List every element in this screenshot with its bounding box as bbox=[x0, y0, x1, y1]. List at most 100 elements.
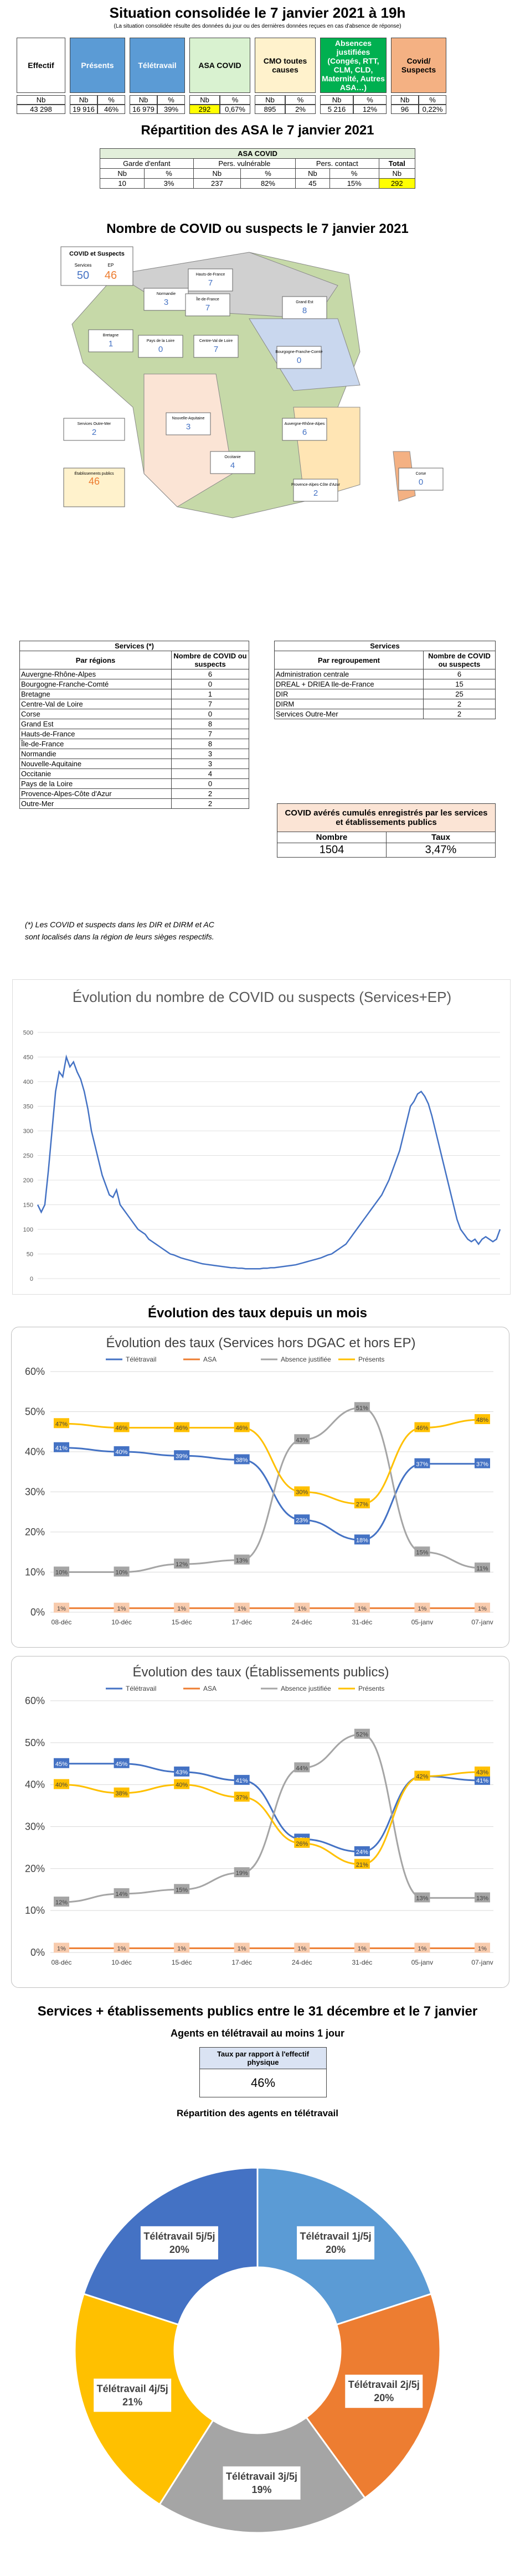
section2-title: Évolution des taux depuis un mois bbox=[147, 1306, 368, 1321]
donut-label-box bbox=[345, 2375, 423, 2408]
x-tick: 15-déc bbox=[172, 1618, 192, 1626]
data-label-box bbox=[234, 1422, 250, 1432]
asa-sub: % bbox=[240, 168, 296, 179]
map-legend-title: COVID et Suspects bbox=[69, 251, 125, 257]
x-tick: 10-déc bbox=[111, 1618, 132, 1626]
data-label: 42% bbox=[416, 1774, 428, 1780]
map-region-box bbox=[282, 296, 327, 319]
map-region-name: Normandie bbox=[157, 292, 176, 296]
series-line bbox=[37, 1054, 501, 1270]
table-row: Administration centrale 6 bbox=[274, 669, 496, 679]
data-label-box bbox=[234, 1775, 250, 1785]
map-region-name: Hauts-de-France bbox=[196, 273, 225, 277]
data-label: 43% bbox=[176, 1769, 188, 1776]
cumul-title: COVID avérés cumulés enregistrés par les… bbox=[277, 803, 496, 832]
situation-value: 895 bbox=[255, 105, 285, 114]
map-region-value: 4 bbox=[230, 461, 235, 470]
donut-label-box bbox=[140, 2226, 218, 2260]
row-value: 7 bbox=[171, 699, 249, 709]
data-label: 12% bbox=[55, 1899, 68, 1906]
donut-label-box bbox=[297, 2226, 375, 2260]
map-region-box bbox=[88, 329, 133, 352]
data-label-box bbox=[294, 1602, 310, 1613]
data-label: 1% bbox=[117, 1606, 126, 1612]
data-label: 13% bbox=[476, 1895, 488, 1902]
data-label: 1% bbox=[117, 1945, 126, 1952]
series-line bbox=[61, 1771, 483, 1866]
row-label: DREAL + DRIEA Ile-de-France bbox=[274, 679, 424, 689]
data-label-box bbox=[475, 1766, 490, 1777]
data-label-box bbox=[114, 1446, 130, 1456]
row-value: 0 bbox=[171, 709, 249, 719]
data-label: 1% bbox=[478, 1945, 487, 1952]
data-label-box bbox=[354, 1943, 370, 1953]
legend-label: Télétravail bbox=[126, 1685, 156, 1692]
row-value: 2 bbox=[423, 699, 496, 709]
table-row: Nouvelle-Aquitaine 3 bbox=[19, 759, 249, 769]
donut-value: 20% bbox=[374, 2392, 394, 2403]
donut-title: Répartition des agents en télétravail bbox=[177, 2108, 338, 2118]
map-region-name: Occitanie bbox=[224, 455, 240, 459]
table-row: Outre-Mer 2 bbox=[19, 798, 249, 809]
data-label: 38% bbox=[116, 1790, 128, 1797]
data-label: 23% bbox=[296, 1517, 308, 1524]
x-tick: 05-janv bbox=[411, 1618, 433, 1626]
data-label: 41% bbox=[236, 1778, 248, 1784]
data-label: 47% bbox=[55, 1421, 68, 1427]
data-label: 1% bbox=[418, 1606, 426, 1612]
data-label-box bbox=[114, 1566, 130, 1577]
data-label-box bbox=[54, 1442, 69, 1452]
map-region-name: Corse bbox=[416, 472, 426, 476]
map-region-box bbox=[138, 335, 183, 358]
row-value: 8 bbox=[171, 719, 249, 729]
situation-header: ASA COVID bbox=[189, 38, 250, 93]
data-label-box bbox=[475, 1943, 490, 1953]
data-label: 1% bbox=[238, 1606, 246, 1612]
y-tick: 10% bbox=[25, 1905, 45, 1916]
cumul-h1: Nombre bbox=[277, 832, 387, 843]
y-tick: 50% bbox=[25, 1406, 45, 1417]
situation-value: 2% bbox=[285, 105, 316, 114]
map-region-value: 46 bbox=[89, 476, 100, 487]
donut-label-box bbox=[94, 2378, 172, 2412]
data-label: 1% bbox=[177, 1606, 186, 1612]
y-tick: 30% bbox=[25, 1821, 45, 1832]
situation-header: Absences justifiées (Congés, RTT, CLM, C… bbox=[320, 38, 387, 93]
asa-sub: % bbox=[144, 168, 194, 179]
data-label: 52% bbox=[356, 1732, 368, 1738]
map-region-box bbox=[398, 468, 444, 491]
row-label: Centre-Val de Loire bbox=[19, 699, 172, 709]
data-label-box bbox=[54, 1779, 69, 1789]
map-region-name: Grand Est bbox=[296, 300, 313, 304]
legend-val-ep: 46 bbox=[105, 269, 117, 282]
data-label-box bbox=[114, 1758, 130, 1768]
data-label: 46% bbox=[176, 1425, 188, 1432]
data-label: 39% bbox=[176, 1453, 188, 1460]
data-label-box bbox=[294, 1762, 310, 1773]
y-tick: 40% bbox=[25, 1779, 45, 1790]
map-region-name: Bourgogne-Franche-Comté bbox=[275, 350, 322, 354]
telework-box-label: Taux par rapport à l'effectif physique bbox=[199, 2047, 327, 2069]
data-label-box bbox=[234, 1943, 250, 1953]
row-label: Administration centrale bbox=[274, 669, 424, 679]
table-row: Provence-Alpes-Côte d'Azur 2 bbox=[19, 788, 249, 799]
row-value: 2 bbox=[171, 788, 249, 799]
map-region-value: 3 bbox=[164, 298, 168, 307]
map-region-box bbox=[282, 418, 327, 441]
section3-title: Services + établissements publics entre … bbox=[37, 2004, 478, 2019]
data-label-box bbox=[414, 1458, 430, 1468]
y-tick: 50 bbox=[27, 1251, 33, 1258]
situation-sub: Nb bbox=[70, 95, 97, 105]
data-label-box bbox=[475, 1892, 490, 1903]
y-tick: 400 bbox=[23, 1079, 33, 1086]
y-tick: 500 bbox=[23, 1030, 33, 1036]
data-label-box bbox=[234, 1867, 250, 1877]
situation-sub: Nb bbox=[189, 95, 220, 105]
telework-box: Taux par rapport à l'effectif physique 4… bbox=[199, 2047, 327, 2097]
cumul-h2: Taux bbox=[385, 832, 496, 843]
legend-label: Présents bbox=[358, 1355, 384, 1363]
asa-value: 82% bbox=[240, 178, 296, 189]
asa-header: ASA COVID bbox=[100, 148, 415, 159]
data-label: 43% bbox=[296, 1437, 308, 1443]
table-row: Bourgogne-Franche-Comté 0 bbox=[19, 679, 249, 689]
